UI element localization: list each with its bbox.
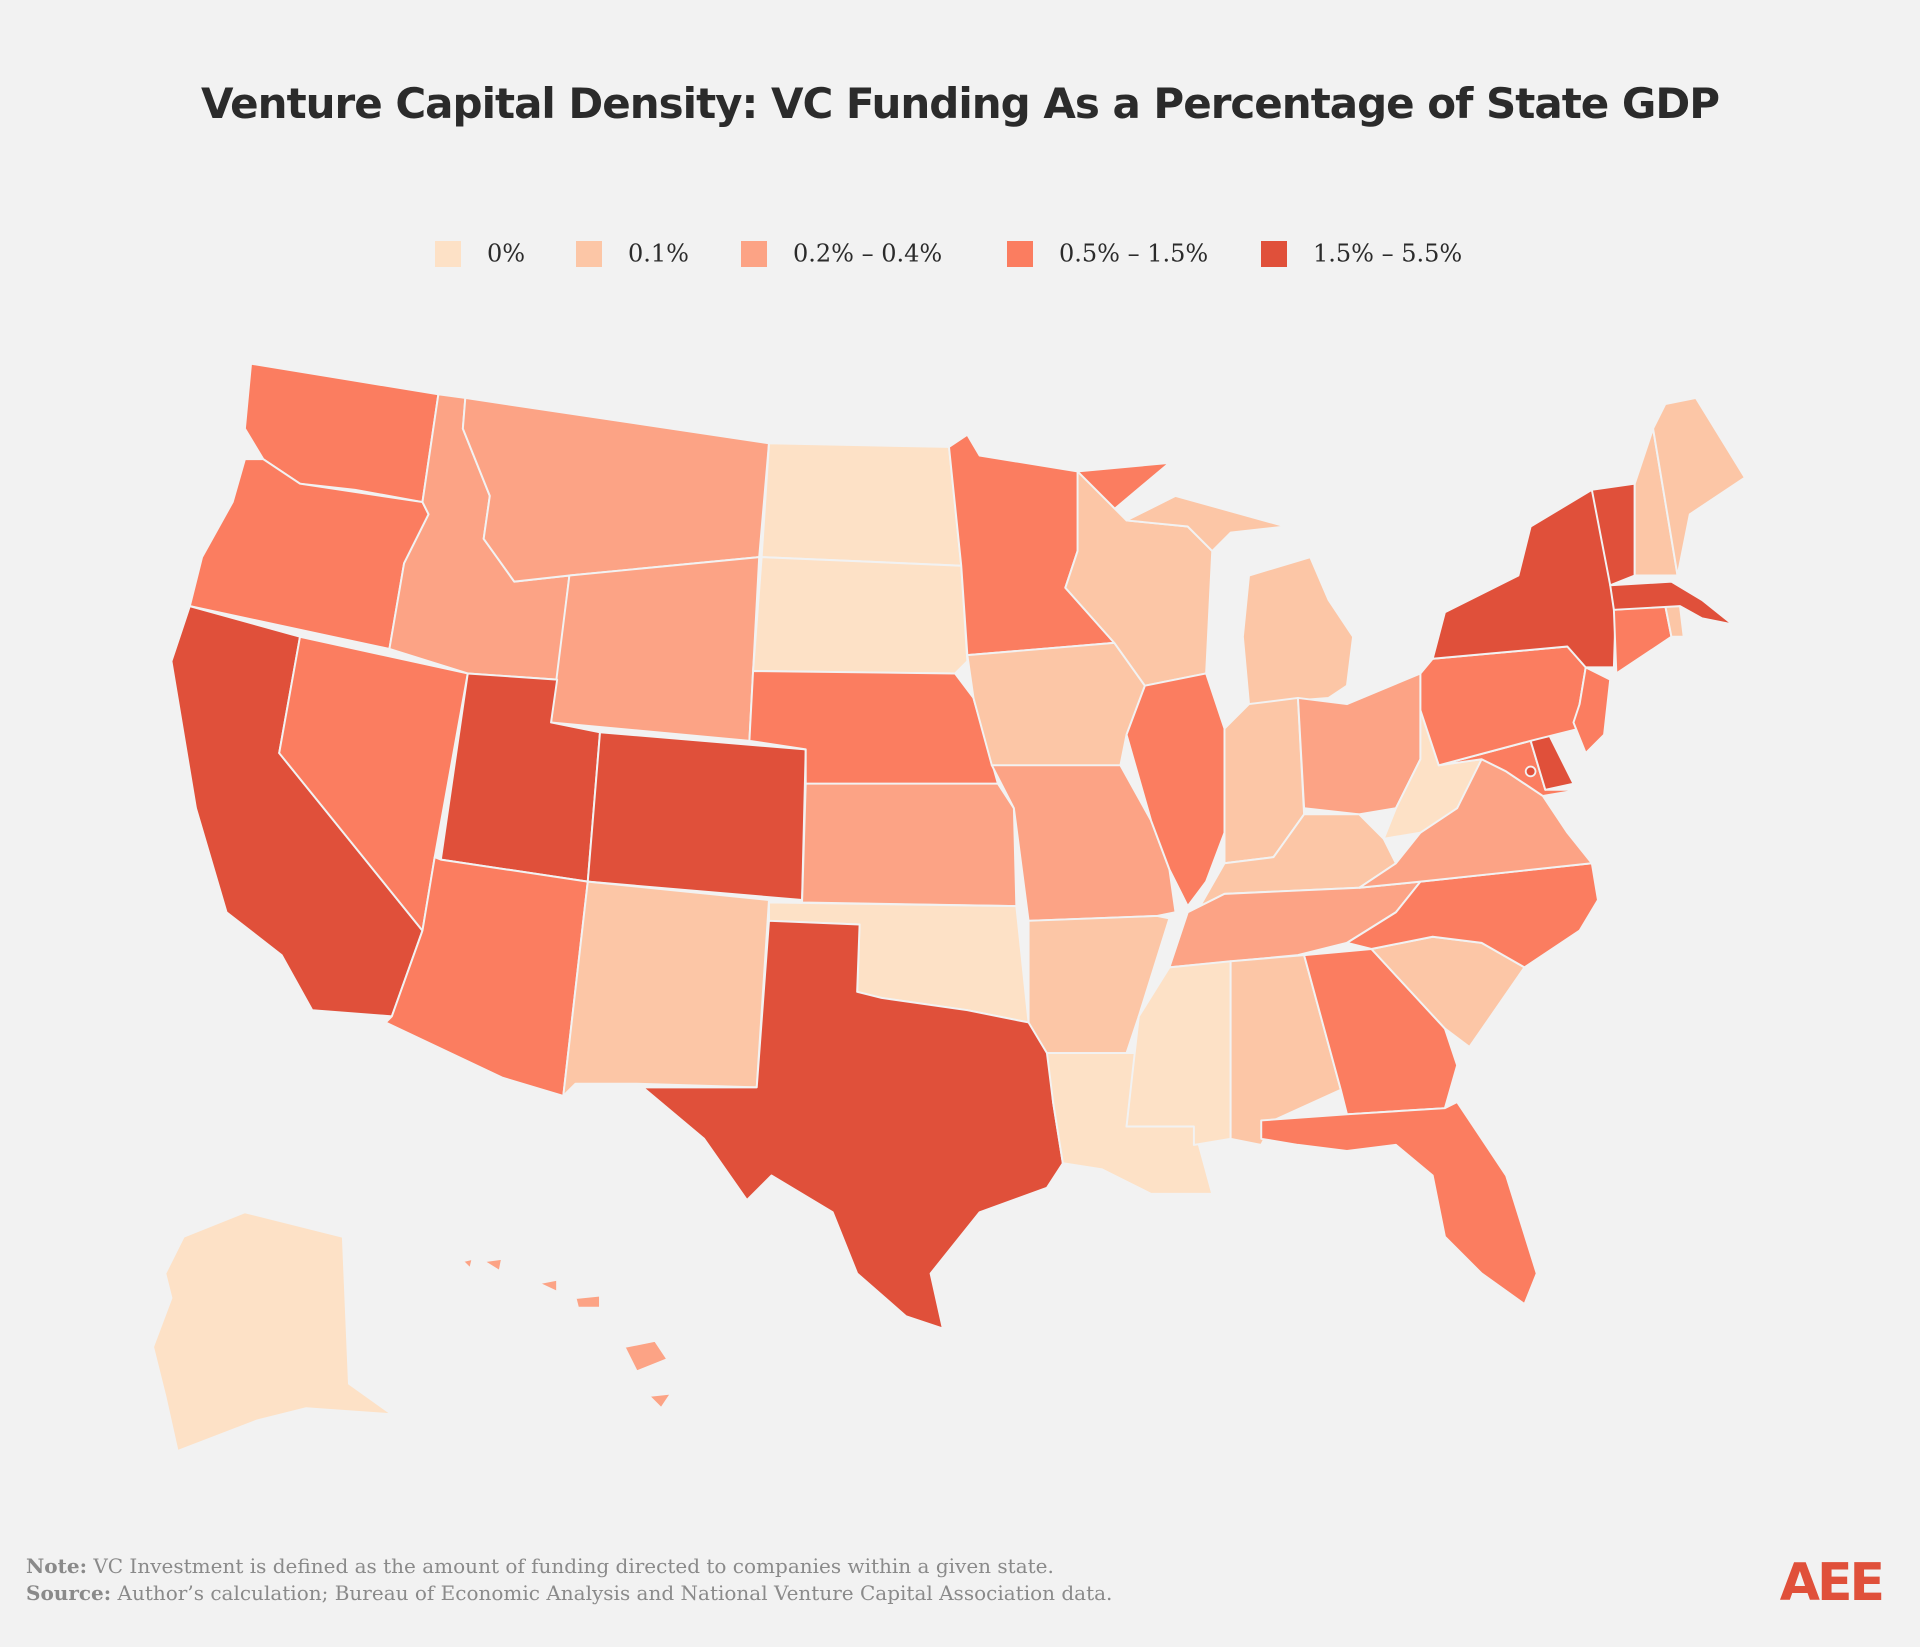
state <box>1125 494 1355 706</box>
state <box>1609 580 1734 626</box>
source-label: Source: <box>26 1581 111 1605</box>
source: Source: Author’s calculation; Bureau of … <box>26 1581 1112 1605</box>
legend-swatch <box>1261 241 1287 267</box>
legend-label: 1.5% – 5.5% <box>1313 240 1462 268</box>
note-label: Note: <box>26 1554 87 1578</box>
state <box>760 442 963 567</box>
note-text: VC Investment is defined as the amount o… <box>92 1554 1054 1578</box>
state <box>641 919 1064 1330</box>
state <box>1612 605 1673 675</box>
state <box>461 396 770 583</box>
state <box>550 556 761 742</box>
state <box>990 764 1177 922</box>
state <box>1345 862 1599 969</box>
legend: 0% 0.1% 0.2% – 0.4% 0.5% – 1.5% 1.5% – 5.5% <box>435 240 1462 268</box>
state <box>152 1211 393 1453</box>
legend-label: 0.5% – 1.5% <box>1059 240 1208 268</box>
state <box>1027 914 1171 1055</box>
state <box>801 782 1018 908</box>
state <box>1260 1101 1538 1306</box>
legend-label: 0.1% <box>628 240 689 268</box>
state <box>1572 666 1612 755</box>
legend-swatch <box>741 241 767 267</box>
source-text: Author’s calculation; Bureau of Economic… <box>117 1581 1113 1605</box>
state <box>562 880 770 1097</box>
logo: AEE <box>1780 1553 1882 1613</box>
state <box>1419 645 1587 767</box>
legend-label: 0% <box>487 240 525 268</box>
state <box>1125 672 1226 908</box>
state <box>1524 765 1537 778</box>
us-map <box>152 362 1746 1453</box>
legend-label: 0.2% – 0.4% <box>793 240 942 268</box>
state <box>752 556 969 675</box>
title: Venture Capital Density: VC Funding As a… <box>201 79 1719 128</box>
legend-swatch <box>576 241 602 267</box>
state <box>1652 396 1746 577</box>
legend-swatch <box>1007 241 1033 267</box>
state <box>1431 488 1618 669</box>
state <box>586 731 807 901</box>
state <box>461 1257 673 1410</box>
note: Note: VC Investment is defined as the am… <box>26 1554 1054 1578</box>
state <box>966 641 1146 767</box>
legend-swatch <box>435 241 461 267</box>
